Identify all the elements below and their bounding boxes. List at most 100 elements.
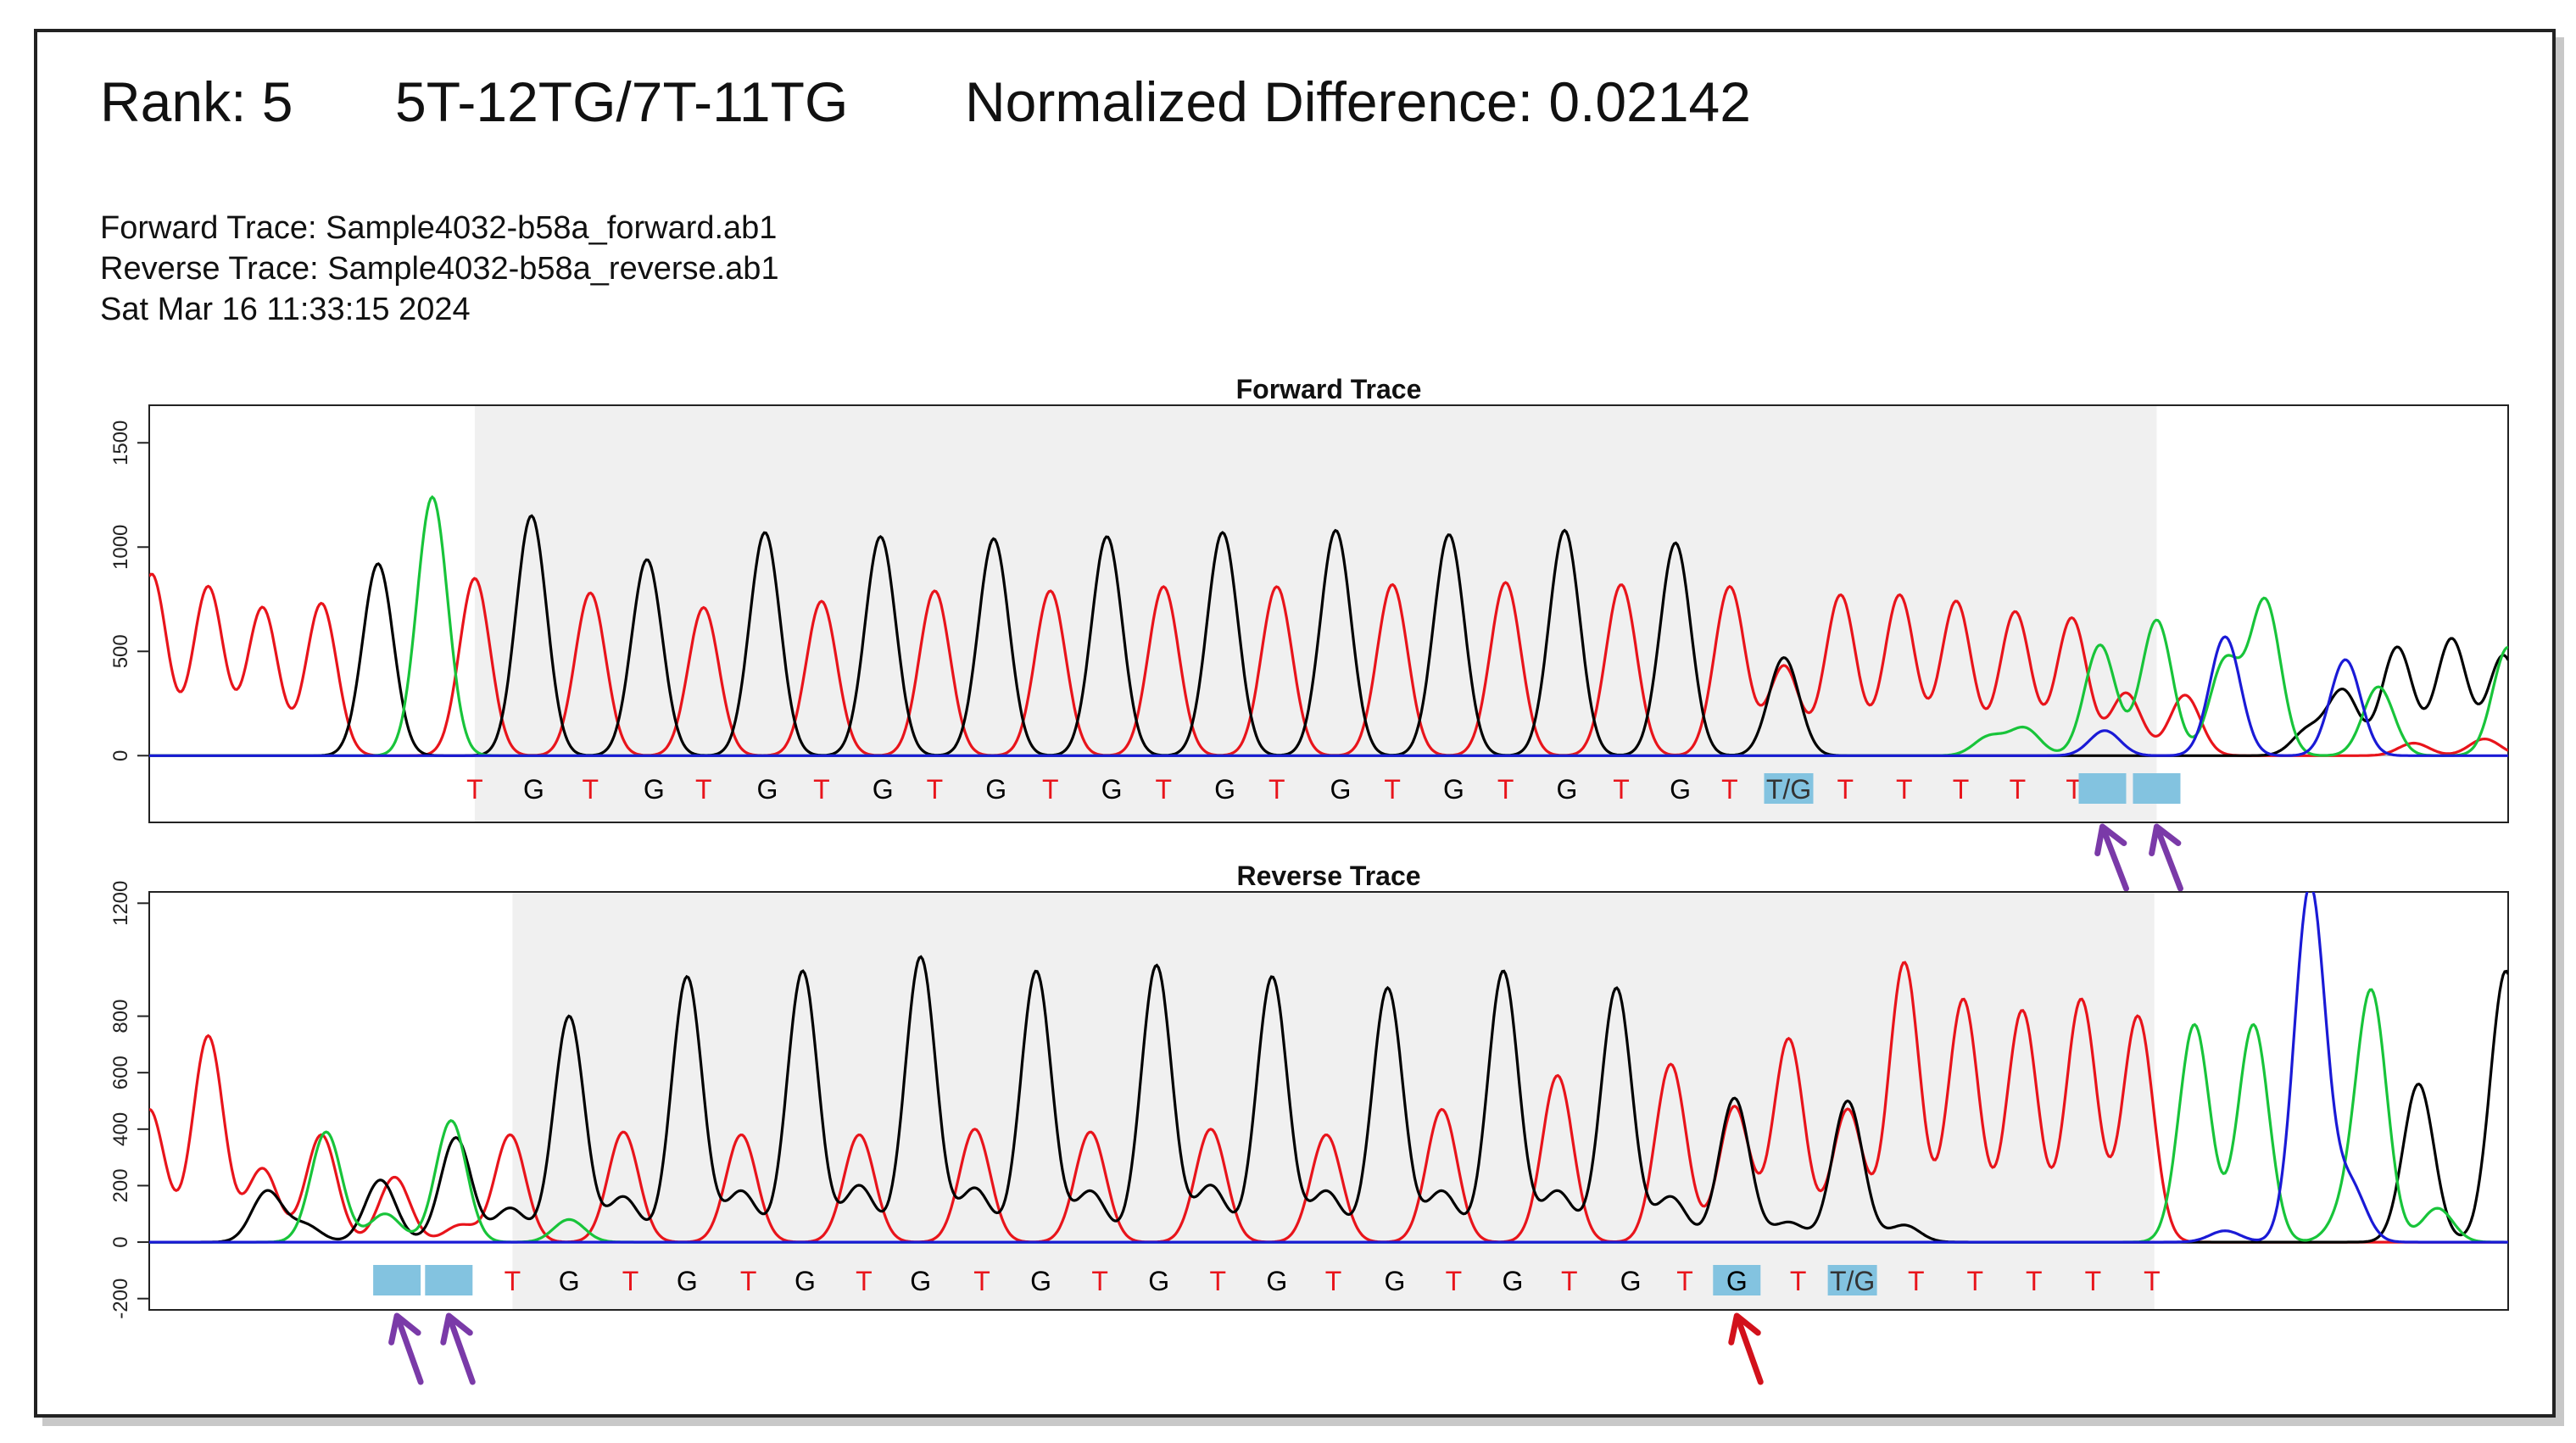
base-highlight [1764,773,1814,804]
base-call: T/G [1830,1266,1875,1296]
base-call: T [1613,774,1630,805]
base-call: G [1030,1266,1051,1296]
base-call: T [466,774,483,805]
y-tick-label: -200 [109,1279,132,1319]
base-call: T [1155,774,1172,805]
y-tick-label: 1500 [109,421,132,465]
base-call: T [2010,774,2027,805]
y-tick-label: 200 [109,1168,132,1202]
base-call: G [1101,774,1123,805]
base-call: G [1503,1266,1524,1296]
analysis-region [512,892,2155,1310]
base-call: G [644,774,665,805]
base-call: G [1557,774,1578,805]
trace-title: Forward Trace [1236,374,1422,404]
base-call: T [740,1266,757,1296]
base-call: G [523,774,544,805]
normalized-difference-label: Normalized Difference: 0.02142 [965,70,1751,133]
base-call: T [927,774,944,805]
base-call: T [1837,774,1854,805]
base-call: T [1896,774,1913,805]
base-call: T [1384,774,1401,805]
base-call: T [582,774,599,805]
base-call: T [1561,1266,1578,1296]
y-tick-label: 400 [109,1112,132,1146]
trace-series-G [149,514,2508,757]
analysis-region [474,405,2157,822]
base-call: G [1620,1266,1642,1296]
base-call: T [2085,1266,2102,1296]
base-call: T [695,774,712,805]
base-call: G [1148,1266,1169,1296]
base-highlight [425,1265,473,1295]
base-highlight [2078,773,2127,804]
base-call: T [1446,1266,1463,1296]
base-call: T [1676,1266,1693,1296]
base-call: G [1670,774,1691,805]
trace-series-C [149,635,2508,757]
base-highlight [2133,773,2181,804]
base-call: G [677,1266,698,1296]
base-call: G [559,1266,580,1296]
y-tick-label: 600 [109,1056,132,1089]
pointer-arrowhead [1728,1312,1761,1346]
pointer-arrow [396,1319,424,1385]
base-call: G [1726,1266,1748,1296]
base-call: T [856,1266,873,1296]
forward-trace-file: Forward Trace: Sample4032-b58a_forward.a… [100,210,778,246]
base-call: T [2144,1266,2161,1296]
base-call: T [1209,1266,1226,1296]
base-call: G [910,1266,931,1296]
base-call: T [1908,1266,1925,1296]
pointer-arrow [2155,830,2183,892]
base-call: G [873,774,894,805]
plot-border [148,404,2509,823]
reverse-trace-file: Reverse Trace: Sample4032-b58a_reverse.a… [100,251,779,287]
pointer-arrow [2101,830,2129,892]
base-call: G [1384,1266,1405,1296]
base-call: T [973,1266,990,1296]
y-tick-label: 0 [109,750,132,761]
base-call: T [1325,1266,1342,1296]
base-call: T [2026,1266,2043,1296]
base-call: G [756,774,778,805]
run-timestamp: Sat Mar 16 11:33:15 2024 [100,292,471,327]
pointer-arrowhead [2149,823,2182,856]
y-tick-label: 1200 [109,881,132,926]
base-call: G [1214,774,1235,805]
rank-label: Rank: 5 [100,70,293,133]
base-call: T [505,1266,521,1296]
pointer-arrowhead [2094,823,2127,856]
base-highlight [1713,1265,1761,1295]
base-call: T [1721,774,1738,805]
y-tick-label: 800 [109,1000,132,1034]
base-call: G [1330,774,1351,805]
pointer-arrowhead [388,1312,421,1346]
plot-border [148,891,2509,1311]
reverse-trace-panel: Reverse Trace -200 0 200 400 600 800 1200 T G T G T G… [109,861,2509,1385]
trace-series-T [149,961,2508,1244]
pointer-arrow [448,1319,476,1385]
base-call: T [1953,774,1970,805]
base-call: G [795,1266,816,1296]
trace-series-C [149,892,2508,1244]
base-call: T [1042,774,1059,805]
base-call: T [1966,1266,1983,1296]
base-call: T [622,1266,639,1296]
y-tick-label: 0 [109,1236,132,1247]
base-call: T [813,774,830,805]
base-highlight [373,1265,421,1295]
y-tick-label: 500 [109,634,132,668]
pointer-arrowhead [440,1312,473,1346]
y-tick-label: 1000 [109,525,132,570]
base-call: T/G [1766,774,1811,805]
trace-title: Reverse Trace [1236,861,1420,891]
base-call: T [1091,1266,1108,1296]
base-call: G [985,774,1006,805]
base-call: T [1268,774,1285,805]
base-call: T [2066,774,2083,805]
base-call: T [1497,774,1514,805]
base-highlight [1827,1265,1877,1295]
